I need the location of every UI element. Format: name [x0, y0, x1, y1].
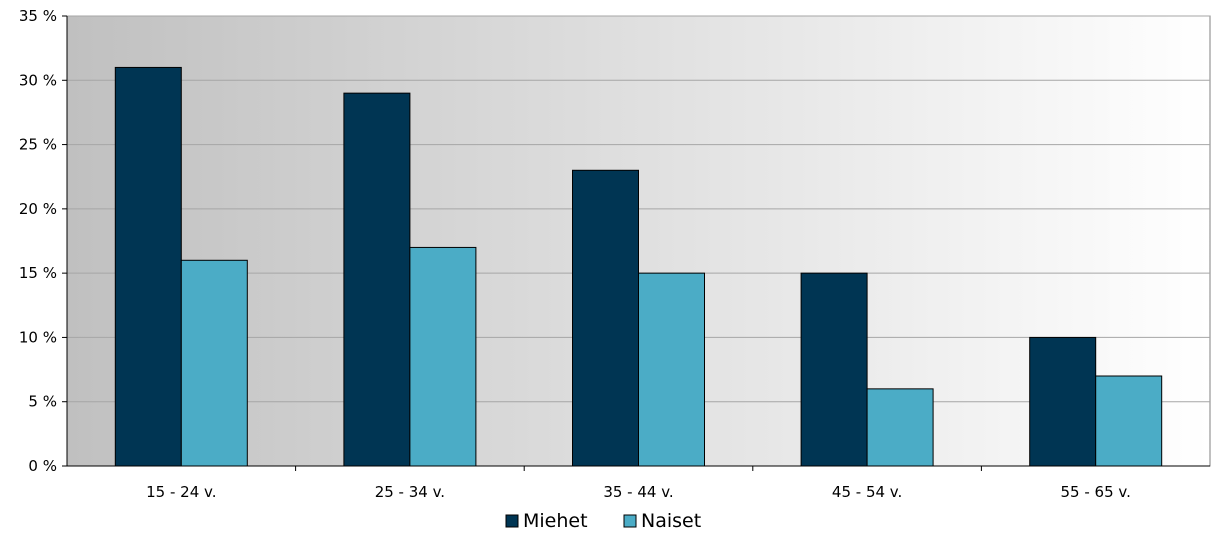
y-tick-label: 30 % [19, 71, 57, 89]
bar-naiset-4 [866, 388, 934, 467]
y-tick-label: 5 % [28, 393, 57, 411]
bar-miehet-5 [1029, 336, 1097, 467]
x-tick-label: 35 - 44 v. [603, 483, 673, 501]
legend: Miehet Naiset [505, 510, 701, 532]
bar-miehet-4 [800, 272, 868, 467]
x-tick-label: 45 - 54 v. [832, 483, 902, 501]
x-tick-label: 55 - 65 v. [1061, 483, 1131, 501]
bar-naiset-3 [638, 272, 705, 467]
x-tick-label: 15 - 24 v. [146, 483, 216, 501]
bars [114, 66, 1163, 467]
y-tick-label: 15 % [19, 264, 57, 282]
bar-naiset-5 [1095, 375, 1163, 467]
bar-naiset-1 [180, 259, 248, 467]
y-tick-label: 25 % [19, 136, 57, 154]
y-tick-label: 0 % [28, 457, 57, 475]
y-tick-label: 35 % [19, 7, 57, 25]
gridlines [67, 15, 1210, 403]
x-axis: 15 - 24 v. 25 - 34 v. 35 - 44 v. 45 - 54 v.… [67, 465, 1210, 501]
legend-swatch-naiset [623, 514, 637, 528]
bar-naiset-2 [409, 246, 477, 467]
bar-miehet-1 [114, 66, 182, 467]
legend-swatch-miehet [505, 514, 519, 528]
y-axis: 0 % 5 % 10 % 15 % 20 % 25 % 30 % 35 % [19, 7, 68, 475]
y-tick-label: 20 % [19, 200, 57, 218]
bar-miehet-2 [343, 92, 411, 467]
legend-label-naiset: Naiset [641, 510, 701, 532]
bar-miehet-3 [572, 169, 639, 467]
y-tick-label: 10 % [19, 328, 57, 346]
x-tick-label: 25 - 34 v. [375, 483, 445, 501]
legend-label-miehet: Miehet [523, 510, 588, 532]
